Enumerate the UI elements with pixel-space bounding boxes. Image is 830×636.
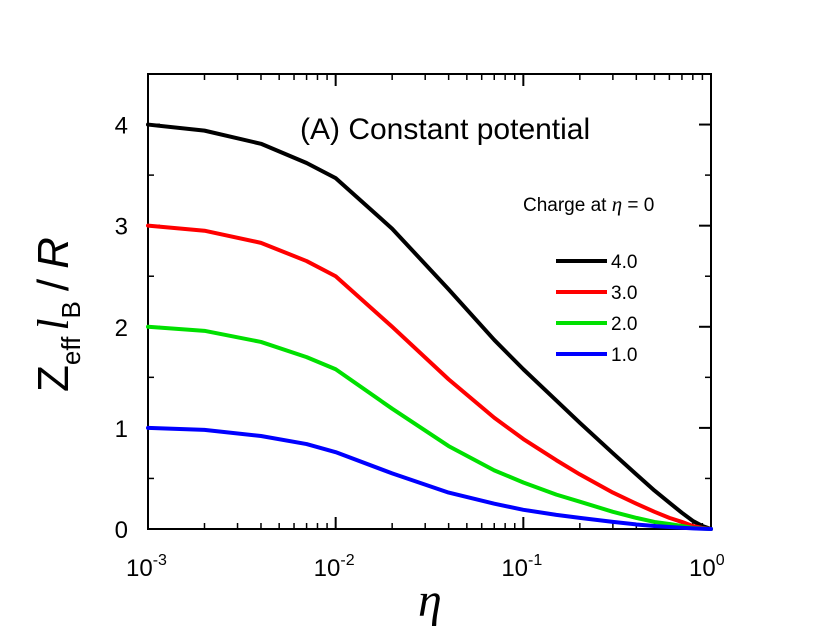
x-tick-base: 10 [314,555,341,582]
x-tick-base: 10 [689,555,716,582]
x-tick-base: 10 [501,555,528,582]
series-line-3.0 [146,223,713,531]
y-label-z-sub: eff [56,336,86,365]
series-line-1.0 [146,425,713,531]
y-label-l: l [29,318,78,330]
legend-label-2.0: 2.0 [611,314,637,335]
legend: 4.0 3.0 2.0 1.0 [556,252,637,366]
x-tick-label: 10-3 [126,552,167,582]
legend-title-suffix: = 0 [622,195,654,216]
legend-label-3.0: 3.0 [611,283,637,304]
y-tick-label: 3 [115,214,128,241]
y-tick-label: 2 [115,315,128,342]
series-line-4.0 [146,122,713,531]
x-tick-exp: 0 [716,552,725,569]
x-tick-label: 10-1 [501,552,542,582]
legend-title-prefix: Charge at [523,195,612,216]
legend-label-1.0: 1.0 [611,345,637,366]
y-label-r: R [29,237,78,269]
y-tick-label: 4 [115,113,128,140]
x-axis-label: η [418,574,442,627]
legend-label-4.0: 4.0 [611,252,637,273]
x-tick-exp: -1 [528,552,542,569]
x-tick-base: 10 [126,555,153,582]
chart-title: (A) Constant potential [300,113,590,146]
series-lines [146,122,713,531]
x-tick-label: 100 [689,552,725,582]
legend-title-eta: η [612,192,622,216]
y-label-l-sub: B [56,301,86,318]
y-tick-label: 0 [115,517,128,544]
legend-title: Charge at η = 0 [523,192,654,216]
y-label-slash: / [29,278,78,291]
x-tick-exp: -2 [340,552,354,569]
x-tick-label: 10-2 [314,552,355,582]
x-tick-labels: 10-3 10-2 10-1 100 [126,552,725,582]
x-tick-exp: -3 [153,552,167,569]
y-tick-label: 1 [115,416,128,443]
y-label-z: Z [29,365,78,392]
y-tick-labels: 0 1 2 3 4 [115,113,128,544]
y-axis-label: Zeff lB / R [29,237,86,392]
plot-frame [147,73,712,530]
